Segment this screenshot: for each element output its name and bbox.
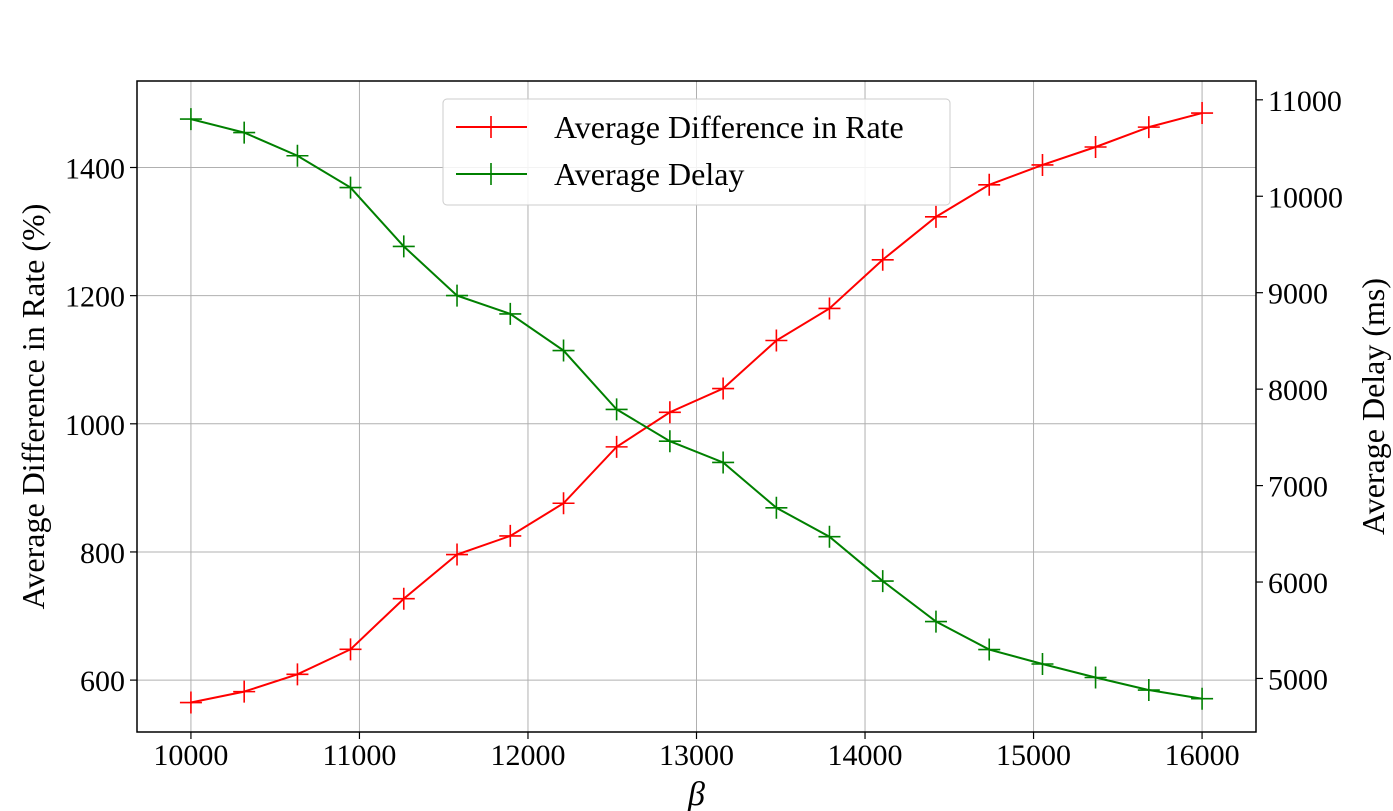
x-axis-label: β — [687, 776, 705, 811]
data-point-delay — [605, 398, 628, 421]
data-point-rate — [339, 638, 362, 661]
y-right-tick-label: 10000 — [1268, 181, 1343, 214]
data-point-rate — [871, 248, 894, 271]
y-right-tick-label: 11000 — [1268, 85, 1342, 118]
y-axis-left-label: Average Difference in Rate (%) — [15, 204, 51, 610]
data-point-delay — [233, 121, 256, 144]
data-point-rate — [446, 543, 469, 566]
data-point-delay — [392, 235, 415, 258]
x-tick-label: 16000 — [1165, 739, 1240, 772]
data-point-rate — [1084, 135, 1107, 158]
data-point-delay — [286, 144, 309, 167]
legend: Average Difference in Rate Average Delay — [442, 98, 951, 206]
legend-box — [442, 98, 951, 206]
data-point-delay — [1191, 687, 1214, 710]
data-point-delay — [765, 496, 788, 519]
data-point-rate — [1137, 116, 1160, 139]
y-left-tick-label: 1200 — [65, 281, 125, 314]
data-point-delay — [818, 525, 841, 548]
legend-entry-delay: Average Delay — [456, 156, 744, 192]
y-right-tick-label: 9000 — [1268, 278, 1328, 311]
data-point-delay — [658, 430, 681, 453]
data-point-rate — [286, 663, 309, 686]
x-tick-label: 10000 — [153, 739, 228, 772]
data-point-rate — [978, 173, 1001, 196]
y-right-tick-label: 7000 — [1268, 471, 1328, 504]
data-point-rate — [552, 492, 575, 515]
series-line-delay — [190, 118, 1203, 700]
data-point-delay — [1031, 653, 1054, 676]
data-point-delay — [924, 610, 947, 633]
x-tick-label: 11000 — [323, 739, 397, 772]
y-axis-left-ticks: 600 800 1000 1200 1400 — [65, 153, 137, 698]
y-axis-right-ticks: 5000 6000 7000 8000 9000 10000 11000 — [1256, 85, 1343, 696]
y-left-tick-label: 1000 — [65, 409, 125, 442]
x-tick-label: 12000 — [490, 739, 565, 772]
data-point-rate — [1191, 102, 1214, 125]
x-tick-label: 15000 — [996, 739, 1071, 772]
data-point-delay — [1137, 679, 1160, 702]
data-point-rate — [1031, 153, 1054, 176]
data-point-delay — [179, 108, 202, 131]
y-left-tick-label: 1400 — [65, 153, 125, 186]
data-point-rate — [179, 691, 202, 714]
data-point-delay — [871, 570, 894, 593]
legend-label-rate: Average Difference in Rate — [554, 109, 904, 145]
legend-entry-rate: Average Difference in Rate — [456, 109, 904, 145]
data-point-rate — [924, 205, 947, 228]
legend-marker-delay — [480, 163, 502, 185]
y-left-tick-label: 800 — [80, 537, 125, 570]
legend-marker-rate — [480, 116, 502, 138]
data-point-rate — [658, 401, 681, 424]
data-point-delay — [499, 302, 522, 325]
data-point-delay — [552, 339, 575, 362]
y-right-tick-label: 6000 — [1268, 567, 1328, 600]
data-point-rate — [392, 587, 415, 610]
data-point-rate — [233, 680, 256, 703]
y-axis-right-label: Average Delay (ms) — [1355, 278, 1391, 535]
y-right-tick-label: 5000 — [1268, 663, 1328, 696]
x-tick-label: 14000 — [828, 739, 903, 772]
series-layer — [179, 102, 1214, 714]
data-point-delay — [446, 284, 469, 307]
data-point-rate — [605, 435, 628, 458]
data-point-delay — [339, 176, 362, 199]
data-point-rate — [765, 329, 788, 352]
y-left-tick-label: 600 — [80, 665, 125, 698]
data-point-rate — [818, 297, 841, 320]
data-point-delay — [978, 638, 1001, 661]
data-point-rate — [499, 524, 522, 547]
data-point-rate — [712, 377, 735, 400]
x-axis-ticks: 10000 11000 12000 13000 14000 15000 16000 — [153, 732, 1240, 772]
series-line-rate — [190, 112, 1203, 704]
data-point-delay — [1084, 666, 1107, 689]
x-tick-label: 13000 — [659, 739, 734, 772]
legend-label-delay: Average Delay — [554, 156, 744, 192]
data-point-delay — [712, 451, 735, 474]
y-right-tick-label: 8000 — [1268, 374, 1328, 407]
